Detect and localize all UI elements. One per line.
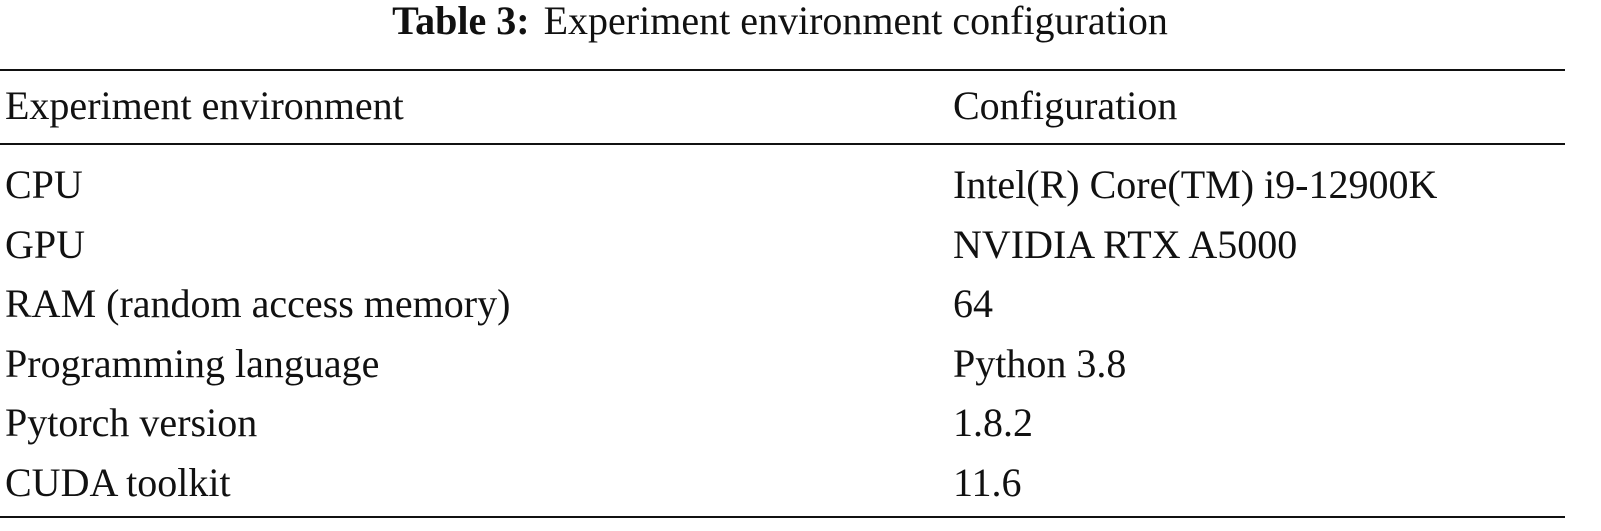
- row-label: RAM (random access memory): [5, 281, 511, 326]
- row-label: Programming language: [5, 340, 380, 386]
- row-value: 64: [953, 281, 993, 326]
- row-value: Python 3.8: [953, 340, 1127, 386]
- bottom-rule: [0, 516, 1565, 518]
- row-label: GPU: [5, 221, 86, 267]
- row-label: Pytorch version: [5, 400, 258, 445]
- row-value: 1.8.2: [953, 400, 1033, 445]
- row-label: CPU: [5, 162, 83, 207]
- row-value: NVIDIA RTX A5000: [953, 221, 1298, 267]
- header-cell: Experiment environment: [5, 83, 404, 128]
- caption-text: Experiment environment configuration: [543, 0, 1168, 43]
- header-rule: [0, 143, 1565, 145]
- row-value: 11.6: [953, 459, 1022, 505]
- header-cell: Configuration: [953, 83, 1178, 128]
- table-caption: Table 3: Experiment environment configura…: [0, 0, 1560, 42]
- caption-label: Table 3:: [392, 0, 530, 43]
- row-value: Intel(R) Core(TM) i9-12900K: [953, 162, 1438, 207]
- top-rule: [0, 69, 1565, 71]
- row-label: CUDA toolkit: [5, 459, 231, 505]
